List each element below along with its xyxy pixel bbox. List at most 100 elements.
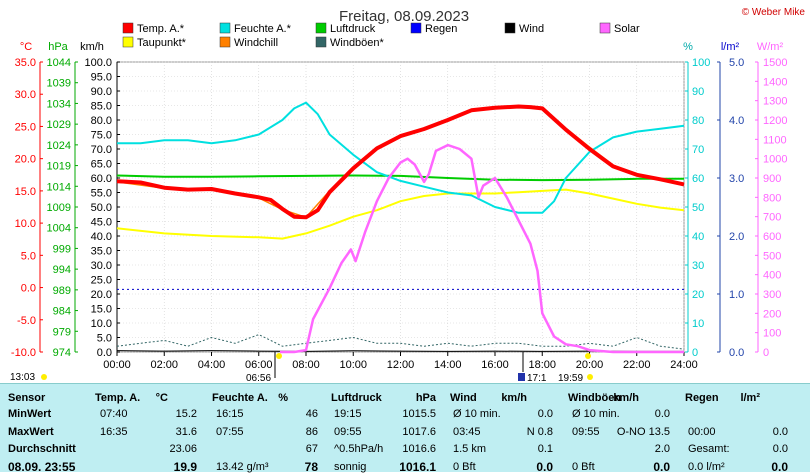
table-cell: 0.0 bbox=[772, 425, 788, 438]
table-header-cell: % bbox=[278, 392, 288, 404]
tick-label: 80.0 bbox=[91, 115, 112, 127]
legend-swatch bbox=[219, 36, 231, 48]
table-cell: Ø 10 min. bbox=[453, 408, 501, 420]
table-cell: 23.06 bbox=[169, 443, 197, 455]
legend-swatch bbox=[504, 22, 516, 34]
time-tick-label: 10:00 bbox=[339, 359, 367, 371]
tick-label: 75.0 bbox=[91, 130, 112, 142]
tick-label: 20.0 bbox=[91, 289, 112, 301]
legend-swatch bbox=[315, 22, 327, 34]
legend-label: Windchill bbox=[234, 37, 278, 49]
tick-label: 1009 bbox=[47, 202, 71, 214]
tick-label: 1029 bbox=[47, 119, 71, 131]
tick-label: 55.0 bbox=[91, 188, 112, 200]
tick-label: 1019 bbox=[47, 161, 71, 173]
marker-left-time: 13:03 bbox=[10, 372, 35, 383]
tick-label: 0.0 bbox=[729, 347, 744, 359]
time-tick-label: 08:00 bbox=[292, 359, 320, 371]
table-row-label: 08.09. 23:55 bbox=[8, 459, 76, 474]
tick-label: 1100 bbox=[763, 134, 787, 146]
tick-label: 400 bbox=[763, 270, 781, 282]
tick-label: 1024 bbox=[47, 140, 71, 152]
tick-label: 70 bbox=[692, 144, 704, 156]
tick-label: 20.0 bbox=[15, 154, 36, 166]
legend-label: Regen bbox=[425, 23, 457, 35]
time-tick-label: 00:00 bbox=[103, 359, 131, 371]
table-header-cell: Luftdruck bbox=[331, 392, 382, 404]
tick-label: 1500 bbox=[763, 57, 787, 69]
legend-label: Solar bbox=[614, 23, 640, 35]
time-tick-label: 20:00 bbox=[576, 359, 604, 371]
table-row-label: MaxWert bbox=[8, 425, 54, 438]
time-tick-label: 14:00 bbox=[434, 359, 462, 371]
table-header-cell: Temp. A. bbox=[95, 392, 141, 404]
tick-label: 15.0 bbox=[15, 186, 36, 198]
tick-label: 0 bbox=[692, 347, 698, 359]
table-cell: 1015.5 bbox=[402, 408, 436, 420]
tick-label: 5.0 bbox=[21, 250, 36, 262]
table-header-cell: Windböen bbox=[568, 392, 622, 404]
table-cell: 0.0 bbox=[653, 459, 670, 474]
table-cell: 86 bbox=[305, 425, 318, 438]
table-cell: 07:40 bbox=[100, 408, 128, 420]
table-cell: 00:00 bbox=[688, 425, 716, 438]
table-cell: 0.0 bbox=[772, 443, 788, 455]
tick-label: 974 bbox=[53, 347, 71, 359]
table-cell: O-NO 13.5 bbox=[616, 425, 670, 438]
tick-label: 1.0 bbox=[729, 289, 744, 301]
tick-label: 40.0 bbox=[91, 231, 112, 243]
tick-label: 10 bbox=[692, 318, 704, 330]
tick-label: 50 bbox=[692, 202, 704, 214]
legend-swatch bbox=[315, 36, 327, 48]
tick-label: 5.0 bbox=[97, 333, 112, 345]
table-header-cell: Feuchte A. bbox=[212, 392, 268, 404]
tick-label: 35.0 bbox=[91, 246, 112, 258]
tick-label: 900 bbox=[763, 173, 781, 185]
tick-label: 100 bbox=[692, 57, 710, 69]
tick-label: 85.0 bbox=[91, 101, 112, 113]
series-line-taupunkt bbox=[116, 188, 685, 240]
time-tick-label: 22:00 bbox=[623, 359, 651, 371]
tick-label: 30 bbox=[692, 260, 704, 272]
tick-label: 70.0 bbox=[91, 144, 112, 156]
tick-label: 95.0 bbox=[91, 72, 112, 84]
tick-label: 1200 bbox=[763, 115, 787, 127]
table-cell: sonnig bbox=[334, 460, 367, 473]
axis-unit-labels: °C hPa km/h% l/m² W/m² bbox=[20, 41, 784, 53]
table-cell: Gesamt: bbox=[688, 443, 730, 455]
tick-label: 60.0 bbox=[91, 173, 112, 185]
chart-axes: 35.0 30.0 25.0 20.0 15.0 10.0 5.0 0.0 -5.0 -10.0 1… bbox=[11, 57, 788, 371]
tick-label: 1000 bbox=[763, 154, 787, 166]
time-tick-label: 06:00 bbox=[245, 359, 273, 371]
tick-label: 200 bbox=[763, 308, 781, 320]
sunset-marker bbox=[585, 353, 591, 359]
table-cell: 1.5 km bbox=[453, 443, 487, 455]
tick-label: 1014 bbox=[47, 181, 71, 193]
tick-label: 90 bbox=[692, 86, 704, 98]
time-tick-label: 02:00 bbox=[150, 359, 178, 371]
tick-label: 10.0 bbox=[91, 318, 112, 330]
axis-unit-label: l/m² bbox=[721, 41, 740, 53]
tick-label: 4.0 bbox=[729, 115, 744, 127]
tick-label: 700 bbox=[763, 212, 781, 224]
table-header-cell: °C bbox=[155, 392, 168, 404]
series-line-solar bbox=[280, 143, 684, 354]
table-cell: 78 bbox=[304, 459, 318, 474]
tick-label: 3.0 bbox=[729, 173, 744, 185]
tick-label: 35.0 bbox=[15, 57, 36, 69]
table-cell: 09:55 bbox=[572, 425, 600, 438]
series-line-windb-en bbox=[116, 334, 685, 350]
tick-label: 1034 bbox=[47, 98, 71, 110]
table-row-label: MinWert bbox=[8, 408, 52, 420]
tick-label: -5.0 bbox=[17, 315, 36, 327]
axis-unit-label: km/h bbox=[80, 41, 104, 53]
sunrise-time: 06:56 bbox=[246, 373, 271, 383]
legend-label: Temp. A.* bbox=[137, 23, 185, 35]
tick-label: 25.0 bbox=[15, 121, 36, 133]
table-cell: 07:55 bbox=[216, 425, 244, 438]
table-cell: Ø 10 min. bbox=[572, 408, 620, 420]
time-tick-label: 18:00 bbox=[528, 359, 556, 371]
table-cell: 0.0 bbox=[771, 459, 788, 474]
sun-icon bbox=[41, 374, 47, 380]
time-markers: 13:03 06:56 17:1 19:59 bbox=[10, 352, 593, 383]
